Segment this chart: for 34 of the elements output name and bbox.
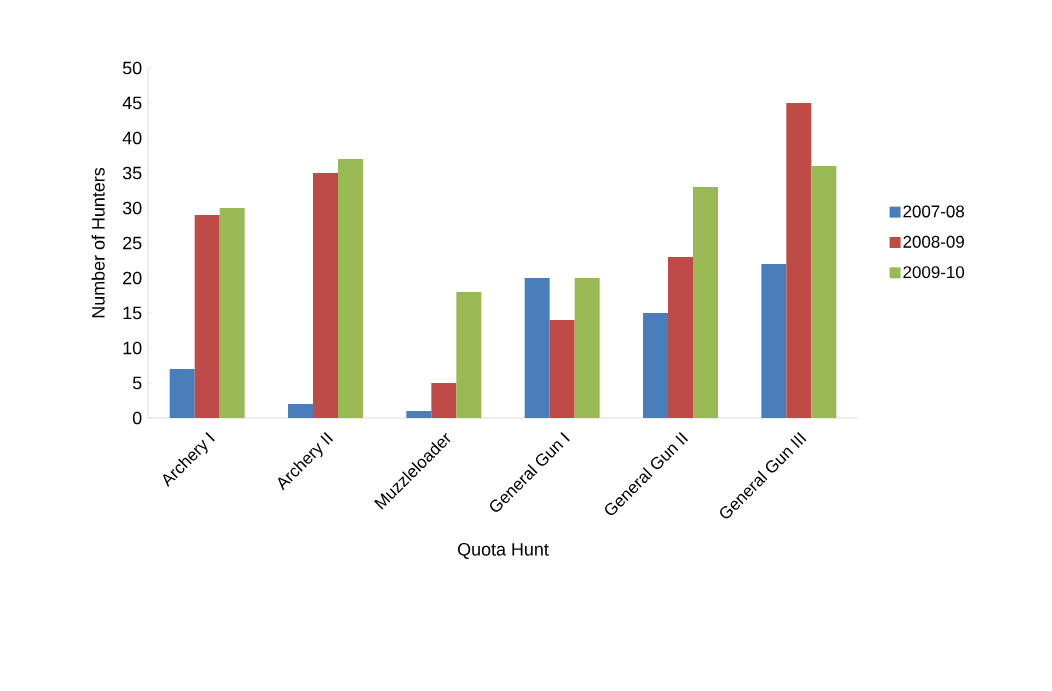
y-tick-label: 35 [122, 166, 142, 180]
y-tick-label: 10 [123, 341, 142, 355]
y-tick-label: 50 [122, 61, 142, 75]
y-tick-label: 0 [132, 411, 142, 425]
y-axis-title: Number of Hunters [91, 167, 105, 318]
y-tick-label: 5 [132, 376, 142, 390]
bar [693, 186, 719, 418]
y-tick-label: 45 [122, 96, 142, 110]
bar [761, 263, 787, 418]
bar [524, 277, 550, 418]
bar [219, 207, 245, 418]
bar [288, 403, 314, 418]
bar [811, 165, 837, 418]
bar [786, 102, 812, 418]
bar [549, 319, 575, 418]
bar [574, 277, 600, 418]
bar [194, 214, 220, 418]
bar [338, 158, 364, 418]
legend-label: 2007-08 [903, 205, 964, 218]
bar [169, 368, 195, 418]
legend-label: 2008-09 [903, 235, 964, 248]
y-tick-label: 15 [123, 306, 142, 320]
legend-label: 2009-10 [903, 266, 965, 279]
bar [313, 172, 339, 418]
bar [643, 312, 669, 418]
y-tick-label: 20 [123, 271, 142, 285]
y-tick-label: 30 [122, 201, 142, 215]
y-tick-label: 25 [123, 236, 142, 250]
bar [431, 382, 457, 418]
y-tick-label: 40 [122, 131, 142, 145]
bar [668, 256, 694, 418]
bar [456, 291, 482, 418]
bar [406, 410, 432, 418]
x-axis-title: Quota Hunt [457, 542, 549, 559]
